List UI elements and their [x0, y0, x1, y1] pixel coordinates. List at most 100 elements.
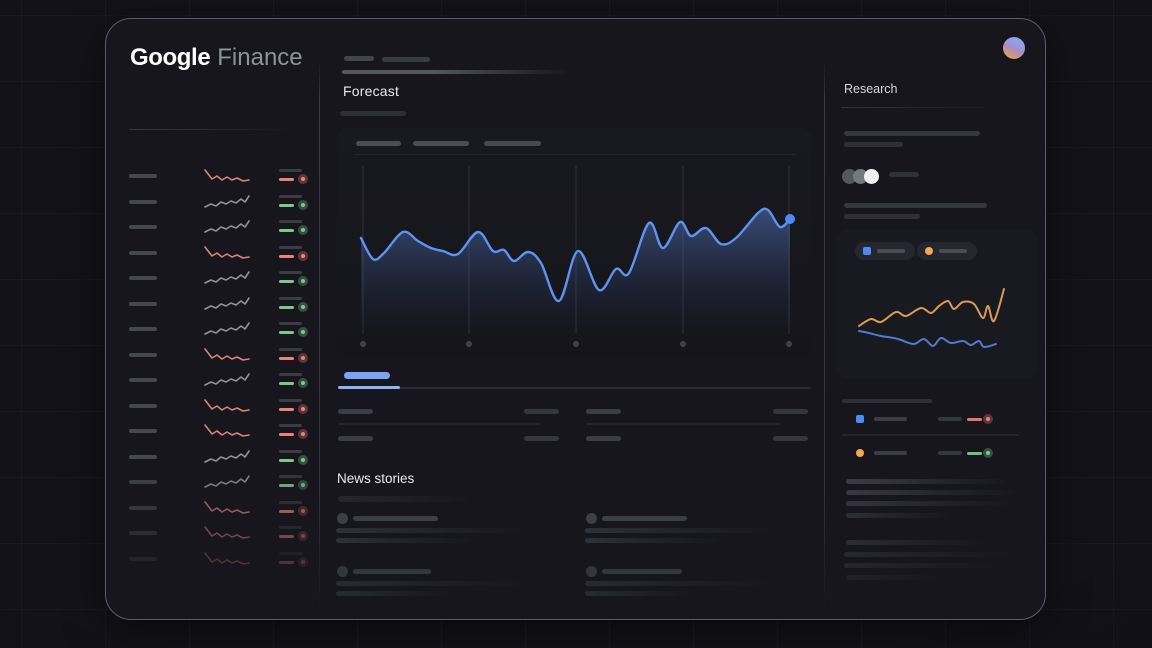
watchlist-row[interactable]	[129, 243, 308, 263]
watchlist-row[interactable]	[129, 472, 308, 492]
legend-pill-blue[interactable]	[855, 242, 915, 260]
ticker-skeleton	[129, 327, 157, 331]
blue-square-icon	[863, 247, 871, 255]
decorative	[301, 202, 305, 207]
decorative	[204, 526, 250, 539]
change-bar	[279, 229, 294, 232]
change-bar	[279, 535, 294, 538]
ticker-skeleton	[129, 480, 157, 484]
headline-skeleton	[336, 538, 474, 543]
sparkline-down	[204, 347, 250, 361]
watchlist-row[interactable]	[129, 166, 308, 186]
watchlist-row[interactable]	[129, 192, 308, 212]
decorative	[204, 347, 250, 361]
watchlist-row[interactable]	[129, 370, 308, 390]
sparkline-down	[204, 500, 250, 514]
research-title: Research	[844, 82, 898, 96]
status-dot-down	[298, 429, 308, 439]
change-bar	[279, 305, 294, 309]
news-card[interactable]	[336, 511, 562, 547]
watchlist-row[interactable]	[129, 523, 308, 543]
watchlist-row[interactable]	[129, 345, 308, 365]
change-bar	[279, 484, 294, 487]
panel-header-divider	[354, 154, 796, 155]
watchlist-row[interactable]	[129, 549, 308, 569]
sparkline-down	[204, 169, 250, 182]
source-name-skeleton	[602, 569, 682, 574]
change-bar	[279, 280, 294, 283]
status-dot-up	[298, 276, 308, 286]
sparkline-down	[204, 424, 250, 437]
forecast-title: Forecast	[343, 83, 400, 99]
change-bar	[279, 509, 294, 513]
status-dot-down	[298, 505, 308, 516]
skeleton-bar	[338, 409, 373, 414]
price-skeleton	[279, 169, 302, 172]
skeleton-bar	[356, 141, 401, 146]
skeleton-bar	[413, 141, 469, 146]
change-bar	[279, 382, 294, 385]
skeleton-bar	[846, 513, 952, 518]
headline-skeleton	[336, 528, 529, 533]
skeleton-bar	[382, 57, 430, 62]
user-avatar[interactable]	[1003, 37, 1025, 59]
skeleton-bar	[342, 70, 568, 74]
decorative	[204, 271, 250, 284]
price-skeleton	[279, 322, 302, 325]
app-logo[interactable]: Google Finance	[130, 44, 303, 72]
price-skeleton	[279, 449, 302, 453]
watchlist-row[interactable]	[129, 421, 308, 441]
watchlist-row[interactable]	[129, 268, 308, 288]
decorative	[301, 253, 305, 258]
skeleton-bar	[344, 56, 374, 61]
watchlist-row[interactable]	[129, 498, 308, 518]
headline-skeleton	[585, 591, 697, 596]
decorative	[204, 475, 250, 488]
skeleton-bar	[524, 409, 559, 414]
skeleton-bar	[967, 452, 982, 455]
decorative	[204, 500, 250, 514]
ticker-skeleton	[129, 454, 157, 459]
price-skeleton	[279, 220, 302, 223]
price-skeleton	[279, 526, 302, 529]
price-skeleton	[279, 373, 302, 376]
skeleton-bar	[844, 214, 920, 219]
source-avatar	[337, 513, 348, 524]
legend-pill-orange[interactable]	[917, 242, 977, 260]
research-chart-card	[837, 229, 1037, 379]
ticker-skeleton	[129, 505, 157, 510]
skeleton-bar	[842, 399, 932, 403]
news-title: News stories	[337, 471, 415, 486]
status-dot-down	[298, 556, 308, 567]
price-skeleton	[279, 347, 302, 351]
watchlist-row[interactable]	[129, 447, 308, 467]
decorative	[204, 194, 250, 208]
status-dot-down	[298, 250, 308, 261]
watchlist-row[interactable]	[129, 217, 308, 237]
decorative	[301, 534, 305, 538]
status-dot-up	[298, 301, 308, 312]
tab-indicator	[338, 386, 400, 389]
main-research-divider	[824, 59, 825, 611]
watchlist-row[interactable]	[129, 294, 308, 314]
news-card[interactable]	[585, 511, 811, 547]
news-card[interactable]	[585, 564, 811, 600]
active-tab-skeleton[interactable]	[344, 372, 390, 379]
decorative	[301, 406, 305, 411]
decorative	[204, 220, 250, 233]
decorative	[204, 245, 250, 259]
decorative	[301, 304, 305, 309]
news-card[interactable]	[336, 564, 562, 600]
decorative	[301, 483, 305, 487]
research-chart[interactable]	[837, 229, 1037, 379]
decorative	[986, 451, 990, 455]
forecast-chart[interactable]	[337, 128, 811, 357]
ticker-skeleton	[129, 352, 157, 357]
status-dot-up	[983, 448, 993, 458]
skeleton-bar	[874, 417, 907, 421]
watchlist-row[interactable]	[129, 319, 308, 339]
analyst-avatar-3	[864, 169, 879, 184]
ticker-skeleton	[129, 378, 157, 382]
tab-track	[338, 387, 811, 389]
watchlist-row[interactable]	[129, 396, 308, 416]
